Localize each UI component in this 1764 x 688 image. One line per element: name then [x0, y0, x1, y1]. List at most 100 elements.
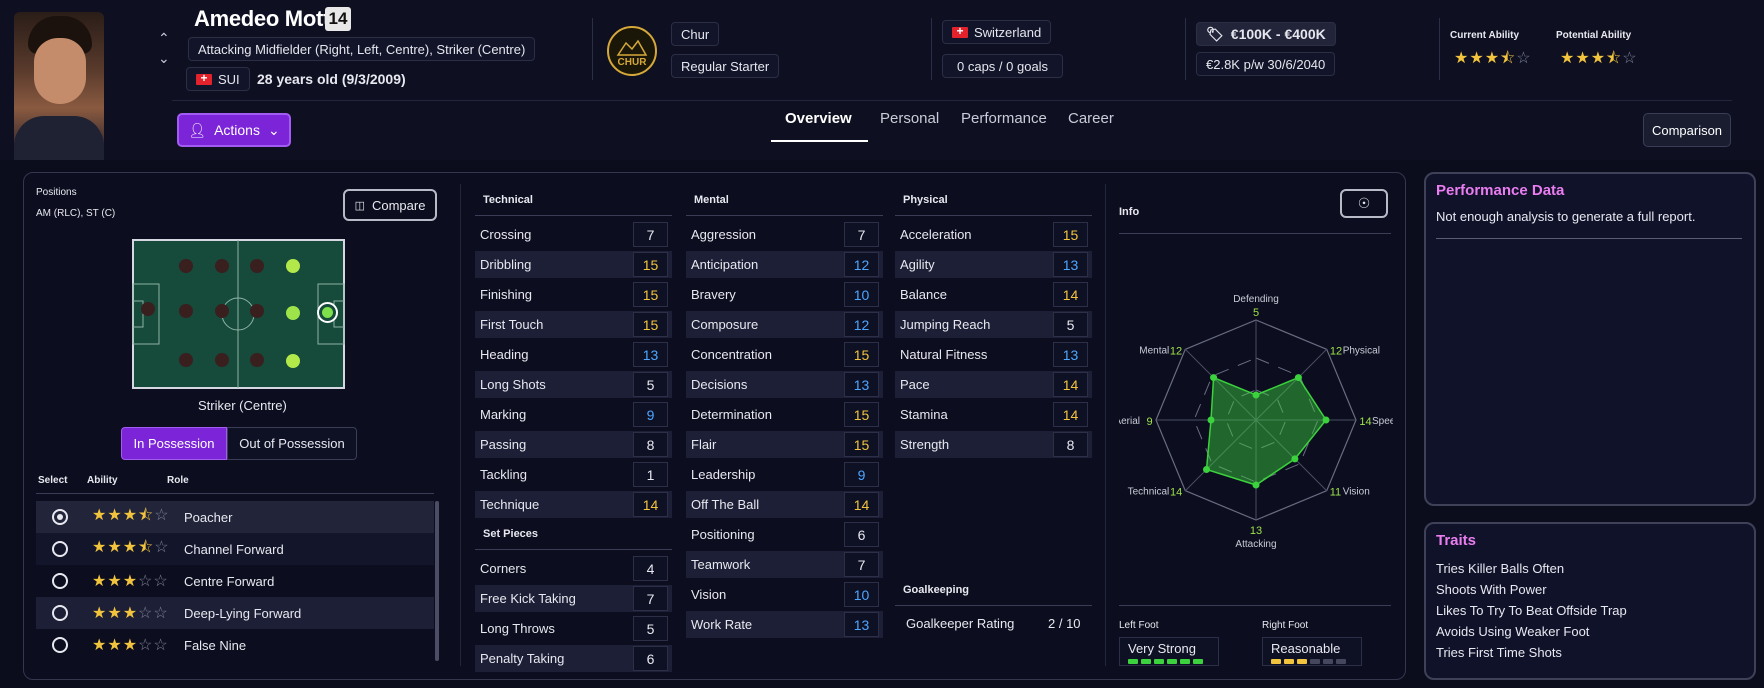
- attribute-row[interactable]: Heading 13: [475, 341, 672, 368]
- club-chip[interactable]: Chur: [671, 22, 720, 46]
- role-ability-stars: ★★★⯪☆: [92, 506, 170, 524]
- tab-career[interactable]: Career: [1068, 110, 1114, 127]
- club-name: Chur: [681, 26, 710, 42]
- attribute-row[interactable]: Long Shots 5: [475, 371, 672, 398]
- nation-chip[interactable]: Switzerland: [942, 20, 1052, 44]
- pitch-position-dot[interactable]: [179, 259, 193, 273]
- attribute-row[interactable]: Stamina 14: [895, 401, 1092, 428]
- actions-button[interactable]: 👤︎ Actions ⌄: [177, 113, 291, 147]
- player-name: Amedeo Motta: [194, 6, 342, 31]
- attribute-row[interactable]: Off The Ball 14: [686, 491, 883, 518]
- attribute-row[interactable]: Decisions 13: [686, 371, 883, 398]
- previous-player-icon[interactable]: ⌃: [158, 30, 170, 46]
- out-of-possession-tab[interactable]: Out of Possession: [227, 427, 357, 460]
- current-ability-stars: ★★★⯪☆: [1454, 50, 1532, 67]
- role-row[interactable]: ★★★☆☆ Centre Forward: [36, 565, 434, 597]
- attribute-row[interactable]: Leadership 9: [686, 461, 883, 488]
- compare-button[interactable]: ◫ Compare: [343, 189, 437, 221]
- attribute-row[interactable]: Finishing 15: [475, 281, 672, 308]
- active-tab-indicator: [771, 140, 868, 142]
- role-row[interactable]: ★★★☆☆ False Nine: [36, 629, 434, 661]
- pitch-position-dot[interactable]: [179, 304, 193, 318]
- pitch-position-dot[interactable]: [250, 259, 264, 273]
- nationality-chip[interactable]: SUI: [186, 67, 250, 91]
- next-player-icon[interactable]: ⌄: [158, 50, 170, 66]
- chevron-down-icon: ⌄: [267, 121, 280, 138]
- pitch-position-am-r[interactable]: [286, 354, 300, 368]
- pitch-position-am-l[interactable]: [286, 259, 300, 273]
- attribute-row[interactable]: Crossing 7: [475, 221, 672, 248]
- attribute-name: Finishing: [480, 287, 533, 302]
- left-foot-rating: Very Strong: [1119, 637, 1219, 666]
- performance-data-text: Not enough analysis to generate a full r…: [1436, 209, 1696, 224]
- attribute-row[interactable]: Flair 15: [686, 431, 883, 458]
- attribute-name: Strength: [900, 437, 950, 452]
- pitch-position-dot[interactable]: [250, 304, 264, 318]
- comparison-button[interactable]: Comparison: [1643, 113, 1731, 147]
- attribute-row[interactable]: Free Kick Taking 7: [475, 585, 672, 612]
- radar-label: Mental: [1139, 345, 1169, 356]
- role-radio[interactable]: [52, 573, 68, 589]
- tab-performance[interactable]: Performance: [961, 110, 1047, 127]
- attribute-row[interactable]: Bravery 10: [686, 281, 883, 308]
- attribute-row[interactable]: Composure 12: [686, 311, 883, 338]
- attribute-row[interactable]: Concentration 15: [686, 341, 883, 368]
- attribute-row[interactable]: Penalty Taking 6: [475, 645, 672, 672]
- attribute-row[interactable]: Corners 4: [475, 555, 672, 582]
- attribute-row[interactable]: Jumping Reach 5: [895, 311, 1092, 338]
- attribute-row[interactable]: Tackling 1: [475, 461, 672, 488]
- role-name: Centre Forward: [184, 573, 275, 589]
- player-header: [0, 0, 1764, 160]
- club-badge-text: CHUR: [618, 57, 648, 68]
- attribute-value: 8: [633, 432, 668, 457]
- role-radio[interactable]: [52, 637, 68, 653]
- value-chip: 🏷 €100K - €400K: [1196, 22, 1336, 46]
- role-row[interactable]: ★★★⯪☆ Channel Forward: [36, 533, 434, 565]
- pitch-position-dot[interactable]: [215, 259, 229, 273]
- attribute-value: 9: [844, 462, 879, 487]
- pitch-position-dot[interactable]: [141, 302, 155, 316]
- attribute-row[interactable]: Technique 14: [475, 491, 672, 518]
- radar-value: 12: [1170, 345, 1182, 357]
- role-row[interactable]: ★★★⯪☆ Poacher: [36, 501, 434, 533]
- attribute-row[interactable]: Determination 15: [686, 401, 883, 428]
- attribute-value: 1: [633, 462, 668, 487]
- attribute-row[interactable]: Acceleration 15: [895, 221, 1092, 248]
- attribute-row[interactable]: Vision 10: [686, 581, 883, 608]
- attribute-row[interactable]: Work Rate 13: [686, 611, 883, 638]
- role-radio[interactable]: [52, 605, 68, 621]
- role-name: Channel Forward: [184, 541, 284, 557]
- club-badge-icon[interactable]: CHUR: [606, 25, 658, 77]
- tab-overview[interactable]: Overview: [785, 110, 852, 127]
- attribute-row[interactable]: Dribbling 15: [475, 251, 672, 278]
- attribute-row[interactable]: Balance 14: [895, 281, 1092, 308]
- pitch-position-st-c-selected[interactable]: [317, 302, 338, 323]
- in-possession-tab[interactable]: In Possession: [121, 427, 227, 460]
- attribute-name: Long Throws: [480, 621, 555, 636]
- role-radio[interactable]: [52, 541, 68, 557]
- attribute-row[interactable]: Passing 8: [475, 431, 672, 458]
- role-radio[interactable]: [52, 509, 68, 525]
- attribute-row[interactable]: Pace 14: [895, 371, 1092, 398]
- pitch-position-dot[interactable]: [250, 353, 264, 367]
- attribute-row[interactable]: First Touch 15: [475, 311, 672, 338]
- attribute-row[interactable]: Natural Fitness 13: [895, 341, 1092, 368]
- attribute-row[interactable]: Marking 9: [475, 401, 672, 428]
- pitch-position-am-c[interactable]: [286, 306, 300, 320]
- attribute-value: 6: [633, 646, 668, 671]
- attribute-row[interactable]: Positioning 6: [686, 521, 883, 548]
- roles-scrollbar[interactable]: [435, 501, 439, 661]
- role-row[interactable]: ★★★☆☆ Deep-Lying Forward: [36, 597, 434, 629]
- tab-personal[interactable]: Personal: [880, 110, 940, 127]
- attribute-row[interactable]: Strength 8: [895, 431, 1092, 458]
- attribute-row[interactable]: Agility 13: [895, 251, 1092, 278]
- pitch-position-dot[interactable]: [215, 304, 229, 318]
- attribute-row[interactable]: Aggression 7: [686, 221, 883, 248]
- pitch-position-dot[interactable]: [179, 353, 193, 367]
- pitch-position-dot[interactable]: [215, 353, 229, 367]
- radar-point: [1252, 481, 1260, 489]
- attribute-row[interactable]: Anticipation 12: [686, 251, 883, 278]
- attribute-row[interactable]: Teamwork 7: [686, 551, 883, 578]
- attribute-row[interactable]: Long Throws 5: [475, 615, 672, 642]
- player-attributes-view-button[interactable]: ☉: [1340, 189, 1388, 218]
